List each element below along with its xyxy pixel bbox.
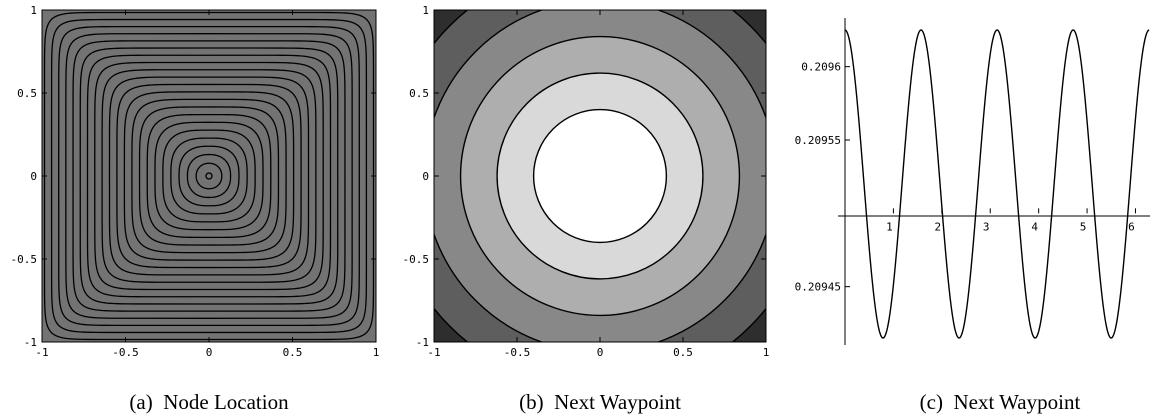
panel-b-x-tick-label: -0.5 [504, 346, 531, 359]
panel-a-caption: (a) Node Location [129, 390, 289, 414]
panel-a-contour-line [205, 172, 213, 180]
panel-a-contour-line [72, 40, 346, 312]
panel-c: 1 2 3 4 5 6 0.2096 0.20955 0.20945 (c) Next Wayp… [795, 18, 1150, 414]
panel-c-caption: (c) Next Waypoint [920, 390, 1081, 414]
panel-a-contour-line [43, 11, 375, 341]
panel-b-contour-line [532, 108, 668, 244]
panel-a-contour-line [170, 137, 248, 215]
panel-b-x-tick-label: 1 [763, 346, 770, 359]
panel-a-contour-line [79, 47, 339, 305]
panel-b: -1 -0.5 0 0.5 1 -1 -0.5 0 0.5 1 (b) Next Waypoint [403, 4, 770, 414]
panel-c-y-tick-label: 0.2096 [801, 61, 841, 74]
panel-a-contour-line [65, 33, 353, 319]
panel-b-y-tick-label: 1 [422, 4, 429, 17]
panel-c-y-tick-label: 0.20955 [795, 134, 841, 147]
panel-c-x-tick-label: 6 [1128, 220, 1135, 233]
panel-a-y-tick-label: 1 [30, 4, 37, 17]
panel-b-x-tick-label: 0 [597, 346, 604, 359]
panel-b-y-tick-label: 0.5 [409, 87, 429, 100]
panel-a-x-tick-label: 0.5 [283, 346, 303, 359]
panel-a-contour-line [101, 69, 317, 283]
panel-a-ticks: -1 -0.5 0 0.5 1 -1 -0.5 0 0.5 1 [11, 4, 380, 359]
panel-c-ticks: 1 2 3 4 5 6 0.2096 0.20955 0.20945 [795, 61, 1136, 294]
panel-a-x-tick-label: -0.5 [112, 346, 139, 359]
panel-a-contour-line [162, 129, 256, 223]
panel-b-y-tick-label: -1 [416, 336, 429, 349]
panel-a-contour-line [123, 91, 295, 261]
panel-a-contour-line [50, 18, 368, 334]
panel-a-contour-line [131, 98, 287, 254]
panel-c-series-line [844, 29, 1150, 339]
panel-b-ticks: -1 -0.5 0 0.5 1 -1 -0.5 0 0.5 1 [403, 4, 770, 359]
panel-a-contour-line [186, 153, 232, 199]
panel-a-contour-line [116, 83, 302, 269]
panel-a-x-tick-label: 1 [373, 346, 380, 359]
panel-a-x-tick-label: 0 [206, 346, 213, 359]
panel-b-y-tick-label: 0 [422, 170, 429, 183]
panel-c-x-tick-label: 1 [886, 220, 893, 233]
panel-b-caption: (b) Next Waypoint [519, 390, 681, 414]
panel-a-contour-line [178, 145, 240, 207]
panel-b-contour-band [533, 109, 667, 243]
panel-c-x-tick-label: 3 [983, 220, 990, 233]
panel-b-contour-line [459, 35, 741, 317]
panel-a-contour-line [146, 113, 272, 239]
panel-a-contour-line [86, 54, 332, 298]
panel-a-contour-line [138, 106, 280, 246]
panel-a-plot-area [42, 10, 376, 342]
panel-a-contour-line [154, 121, 264, 231]
panel-a-contour-line [94, 61, 324, 291]
panel-a-contours [43, 11, 375, 341]
panel-a-y-tick-label: -1 [24, 336, 37, 349]
panel-a-y-tick-label: 0.5 [17, 87, 37, 100]
panel-a-contour-line [108, 76, 310, 276]
panel-a-x-tick-label: -1 [35, 346, 48, 359]
panel-a-y-tick-label: 0 [30, 170, 37, 183]
panel-c-x-tick-label: 4 [1031, 220, 1038, 233]
panel-a-contour-line [58, 25, 360, 327]
panel-a-contour-line [195, 162, 223, 190]
panel-b-x-tick-label: -1 [427, 346, 440, 359]
panel-a: -1 -0.5 0 0.5 1 -1 -0.5 0 0.5 1 (a) Node Location [11, 4, 380, 414]
panel-c-y-tick-label: 0.20945 [795, 281, 841, 294]
panel-c-x-tick-label: 5 [1080, 220, 1087, 233]
panel-a-y-tick-label: -0.5 [11, 253, 38, 266]
panel-b-contour-line [496, 72, 704, 280]
panel-c-x-tick-label: 2 [935, 220, 942, 233]
panel-b-x-tick-label: 0.5 [673, 346, 693, 359]
panel-b-contour-bands [434, 10, 766, 342]
panel-b-y-tick-label: -0.5 [403, 253, 430, 266]
